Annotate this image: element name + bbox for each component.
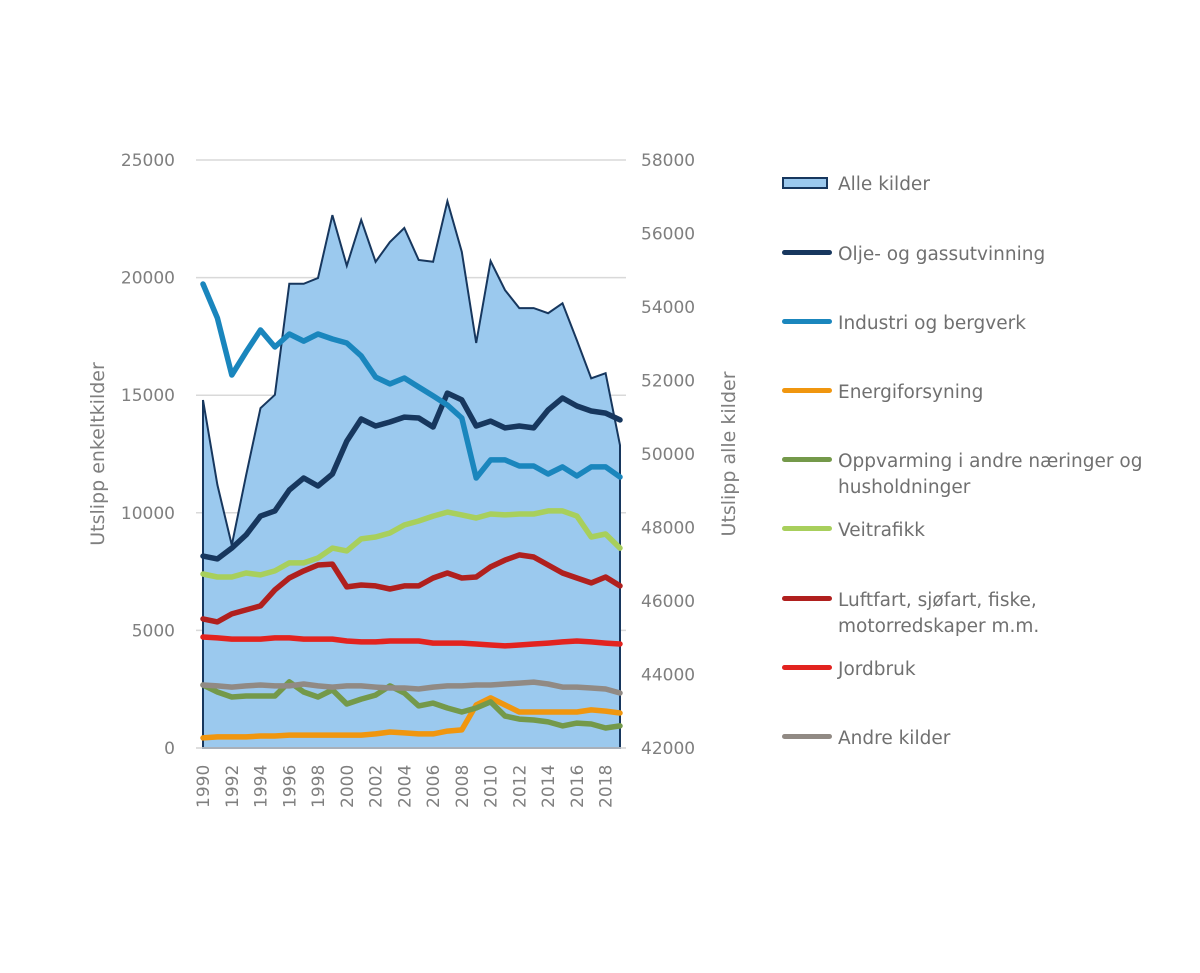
legend-item-andre-kilder: Andre kilder (782, 726, 950, 752)
x-tick-label: 1990 (194, 765, 214, 808)
series-line-jordbruk (200, 634, 623, 649)
axes: 0 5000 10000 15000 20000 25000 42000 44000 46000… (121, 151, 695, 808)
legend-label: Jordbruk (838, 659, 916, 680)
legend-item-oppvarming-i-andre-næringer-og-husholdninger: Oppvarming i andre næringer og husholdni… (782, 449, 1142, 501)
x-tick-label: 2000 (338, 765, 358, 808)
legend-label: Oppvarming i andre næringer og husholdni… (838, 451, 1143, 498)
x-tick-label: 2012 (510, 765, 530, 808)
legend-swatch (782, 384, 832, 398)
line-layer (200, 281, 623, 741)
x-tick-label: 1998 (309, 765, 329, 808)
legend-item-alle-kilder: Alle kilder (782, 172, 930, 198)
legend-swatch (782, 177, 828, 189)
legend-item-energiforsyning: Energiforsyning (782, 380, 983, 406)
series-line-andre-kilder (200, 679, 623, 696)
series-line-olje-og-gassutvinning (200, 390, 623, 562)
series-line-oppvarming-i-andre-næringer-og-husholdninger (200, 679, 623, 731)
legend-item-industri-og-bergverk: Industri og bergverk (782, 311, 1026, 337)
legend-swatch (782, 730, 832, 744)
y-tick-label-right: 52000 (641, 372, 695, 392)
legend-label: Energiforsyning (838, 382, 984, 403)
area-layer (202, 197, 621, 749)
legend-swatch (782, 315, 832, 329)
series-line-energiforsyning (200, 695, 623, 741)
x-tick-label: 1992 (223, 765, 243, 808)
legend-item-luftfart-sjøfart-fiske-motorredskaper-m-m: Luftfart, sjøfart, fiske, motorredskaper… (782, 588, 1039, 640)
legend-swatch (782, 453, 832, 467)
legend-label: Olje- og gassutvinning (838, 244, 1046, 265)
series-line-veitrafikk (200, 508, 623, 580)
x-tick-label: 2010 (482, 765, 502, 808)
y-tick-label-left: 5000 (132, 621, 175, 641)
legend-swatch (782, 522, 832, 536)
y-tick-label-left: 0 (164, 739, 175, 759)
legend-label: Veitrafikk (838, 520, 926, 541)
x-tick-label: 1994 (252, 765, 272, 808)
legend-item-veitrafikk: Veitrafikk (782, 518, 925, 544)
x-tick-label: 2016 (568, 765, 588, 808)
series-area-alle-kilder (202, 197, 621, 749)
y-tick-label-left: 10000 (121, 504, 175, 524)
series-line-luftfart-sjøfart-fiske-motorredskaper-m-m (200, 552, 623, 625)
legend-label: Luftfart, sjøfart, fiske, motorredskaper… (838, 590, 1040, 637)
legend-item-jordbruk: Jordbruk (782, 657, 916, 683)
y-tick-label-left: 20000 (121, 269, 175, 289)
y-axis-title-left: Utslipp enkeltkilder (87, 362, 109, 546)
y-tick-label-right: 42000 (641, 739, 695, 759)
y-tick-label-right: 44000 (641, 666, 695, 686)
legend-item-olje-og-gassutvinning: Olje- og gassutvinning (782, 242, 1045, 268)
legend-label: Andre kilder (838, 728, 951, 749)
x-tick-label: 2004 (395, 765, 415, 808)
legend-label: Industri og bergverk (838, 313, 1026, 334)
y-tick-label-left: 25000 (121, 151, 175, 171)
y-axis-title-right: Utslipp alle kilder (718, 371, 740, 536)
y-tick-label-right: 46000 (641, 592, 695, 612)
legend-label: Alle kilder (838, 174, 930, 195)
y-tick-label-left: 15000 (121, 386, 175, 406)
x-tick-label: 2014 (539, 765, 559, 808)
x-tick-label: 1996 (280, 765, 300, 808)
legend-swatch (782, 592, 832, 606)
x-tick-label: 2018 (597, 765, 617, 808)
legend-swatch (782, 246, 832, 260)
y-tick-label-right: 54000 (641, 298, 695, 318)
x-tick-label: 2002 (367, 765, 387, 808)
y-tick-label-right: 58000 (641, 151, 695, 171)
series-line-industri-og-bergverk (200, 281, 623, 481)
x-tick-label: 2006 (424, 765, 444, 808)
x-tick-label: 2008 (453, 765, 473, 808)
y-tick-label-right: 48000 (641, 519, 695, 539)
legend-swatch (782, 661, 832, 675)
y-tick-label-right: 50000 (641, 445, 695, 465)
y-tick-label-right: 56000 (641, 225, 695, 245)
